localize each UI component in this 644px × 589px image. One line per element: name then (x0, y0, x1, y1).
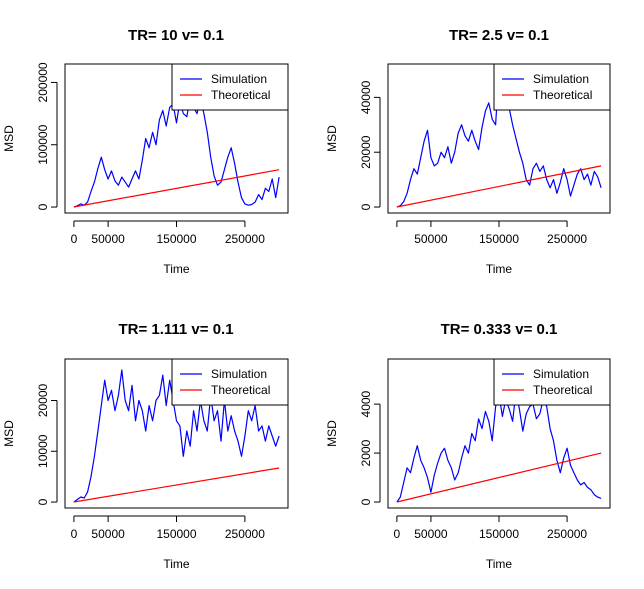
x-tick-label: 50000 (91, 527, 125, 541)
x-axis-label: Time (163, 262, 190, 276)
series-line-theoretical (73, 467, 280, 503)
legend-label: Simulation (211, 367, 267, 381)
x-tick-label: 50000 (91, 232, 125, 246)
y-tick-label: 100000 (36, 124, 50, 164)
y-tick-label: 4000 (359, 390, 373, 417)
y-tick-label: 20000 (36, 383, 50, 417)
y-tick-label: 20000 (359, 135, 373, 169)
series-line-theoretical (73, 169, 280, 208)
chart-title: TR= 10 v= 0.1 (128, 27, 224, 44)
legend-label: Theoretical (533, 383, 592, 397)
series-line-simulation (73, 97, 280, 208)
y-axis-label: MSD (2, 420, 16, 447)
chart-title: TR= 0.333 v= 0.1 (441, 321, 558, 338)
y-axis-label: MSD (325, 420, 339, 447)
x-tick-label: 250000 (225, 527, 265, 541)
x-tick-label: 150000 (156, 527, 196, 541)
x-tick-label: 50000 (414, 527, 448, 541)
chart-panel-2: TR= 2.5 v= 0.1 50000 150000 250000 0 20000 400… (325, 27, 611, 276)
y-tick-label: 2000 (359, 439, 373, 466)
x-tick-label: 150000 (156, 232, 196, 246)
series-line-theoretical (396, 165, 602, 208)
legend-label: Simulation (211, 72, 267, 86)
chart-panel-4: TR= 0.333 v= 0.1 0 50000 150000 250000 0 2000 4… (325, 321, 611, 571)
legend-box (493, 63, 611, 111)
series-line-theoretical (396, 452, 602, 503)
chart-title: TR= 1.111 v= 0.1 (118, 321, 233, 338)
y-tick-label: 0 (359, 498, 373, 505)
legend: Simulation Theoretical (493, 358, 611, 406)
legend: Simulation Theoretical (493, 63, 611, 111)
x-axis-label: Time (486, 557, 513, 571)
x-tick-label: 250000 (547, 232, 587, 246)
x-tick-label: 150000 (479, 232, 519, 246)
series-group (396, 391, 602, 503)
y-axis-label: MSD (325, 125, 339, 152)
y-tick-label: 0 (359, 203, 373, 210)
y-tick-label: 40000 (359, 80, 373, 114)
x-tick-label: 50000 (414, 232, 448, 246)
x-tick-label: 0 (71, 527, 78, 541)
series-group (73, 97, 280, 208)
x-tick-label: 0 (394, 527, 401, 541)
legend-label: Simulation (533, 72, 589, 86)
x-axis-label: Time (486, 262, 513, 276)
legend-label: Theoretical (211, 383, 270, 397)
series-line-simulation (73, 369, 280, 503)
legend-box (171, 63, 289, 111)
x-tick-label: 250000 (225, 232, 265, 246)
legend-label: Theoretical (211, 88, 270, 102)
chart-panel-3: TR= 1.111 v= 0.1 0 50000 150000 250000 0 10000… (2, 321, 289, 571)
chart-panel-1: TR= 10 v= 0.1 0 50000 150000 250000 0 100000 20… (2, 27, 289, 276)
y-tick-label: 0 (36, 203, 50, 210)
y-axis-label: MSD (2, 125, 16, 152)
series-group (73, 369, 280, 503)
y-tick-label: 200000 (36, 62, 50, 102)
chart-title: TR= 2.5 v= 0.1 (449, 27, 549, 44)
x-axis-label: Time (163, 557, 190, 571)
legend: Simulation Theoretical (171, 358, 289, 406)
legend-box (493, 358, 611, 406)
legend: Simulation Theoretical (171, 63, 289, 111)
y-tick-label: 0 (36, 498, 50, 505)
y-tick-label: 10000 (36, 434, 50, 468)
x-tick-label: 150000 (479, 527, 519, 541)
x-tick-label: 0 (71, 232, 78, 246)
legend-label: Simulation (533, 367, 589, 381)
x-tick-label: 250000 (547, 527, 587, 541)
legend-label: Theoretical (533, 88, 592, 102)
series-line-simulation (396, 391, 602, 503)
legend-box (171, 358, 289, 406)
